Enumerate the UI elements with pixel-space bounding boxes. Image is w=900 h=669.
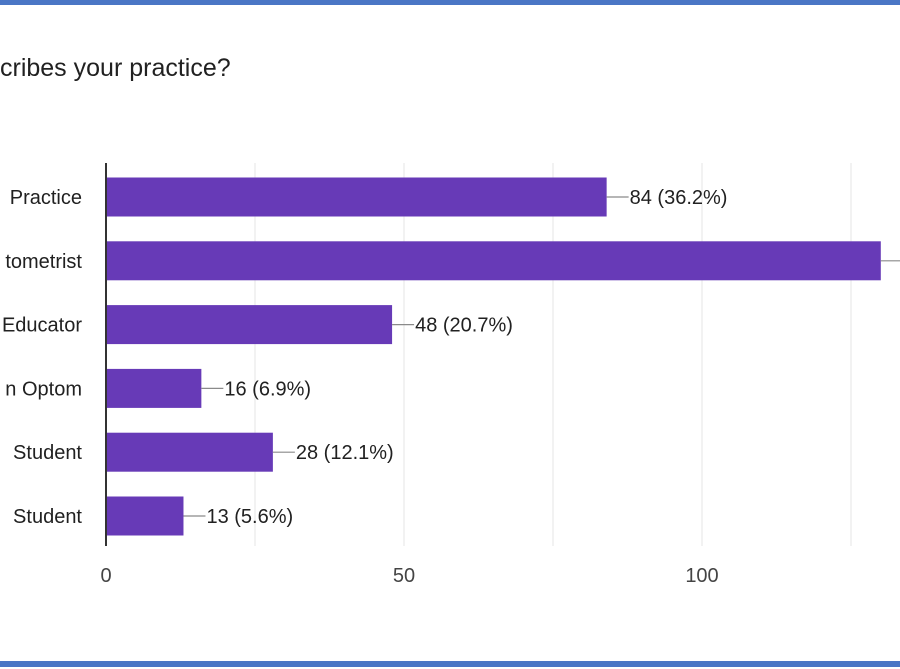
data-label: 16 (6.9%): [224, 378, 311, 400]
category-label: Practice: [10, 187, 82, 209]
data-label: 84 (36.2%): [630, 187, 728, 209]
bar: [106, 496, 184, 536]
x-tick-label: 50: [393, 565, 415, 587]
category-label: Student: [13, 506, 82, 528]
bar: [106, 241, 881, 281]
frame-bottom-border: [0, 661, 900, 667]
x-tick-label: 0: [100, 565, 111, 587]
category-label: n Optom: [5, 378, 82, 400]
bar: [106, 368, 202, 408]
data-label: 28 (12.1%): [296, 442, 394, 464]
category-label: tometrist: [5, 251, 82, 273]
bar: [106, 305, 393, 345]
chart-title: cribes your practice?: [0, 54, 231, 82]
bar: [106, 177, 607, 217]
frame-top-border: [0, 0, 900, 5]
category-label: Educator: [2, 315, 82, 337]
bar: [106, 432, 273, 472]
data-label: 13 (5.6%): [206, 506, 293, 528]
category-label: Student: [13, 442, 82, 464]
x-tick-label: 100: [685, 565, 718, 587]
data-label: 48 (20.7%): [415, 315, 513, 337]
